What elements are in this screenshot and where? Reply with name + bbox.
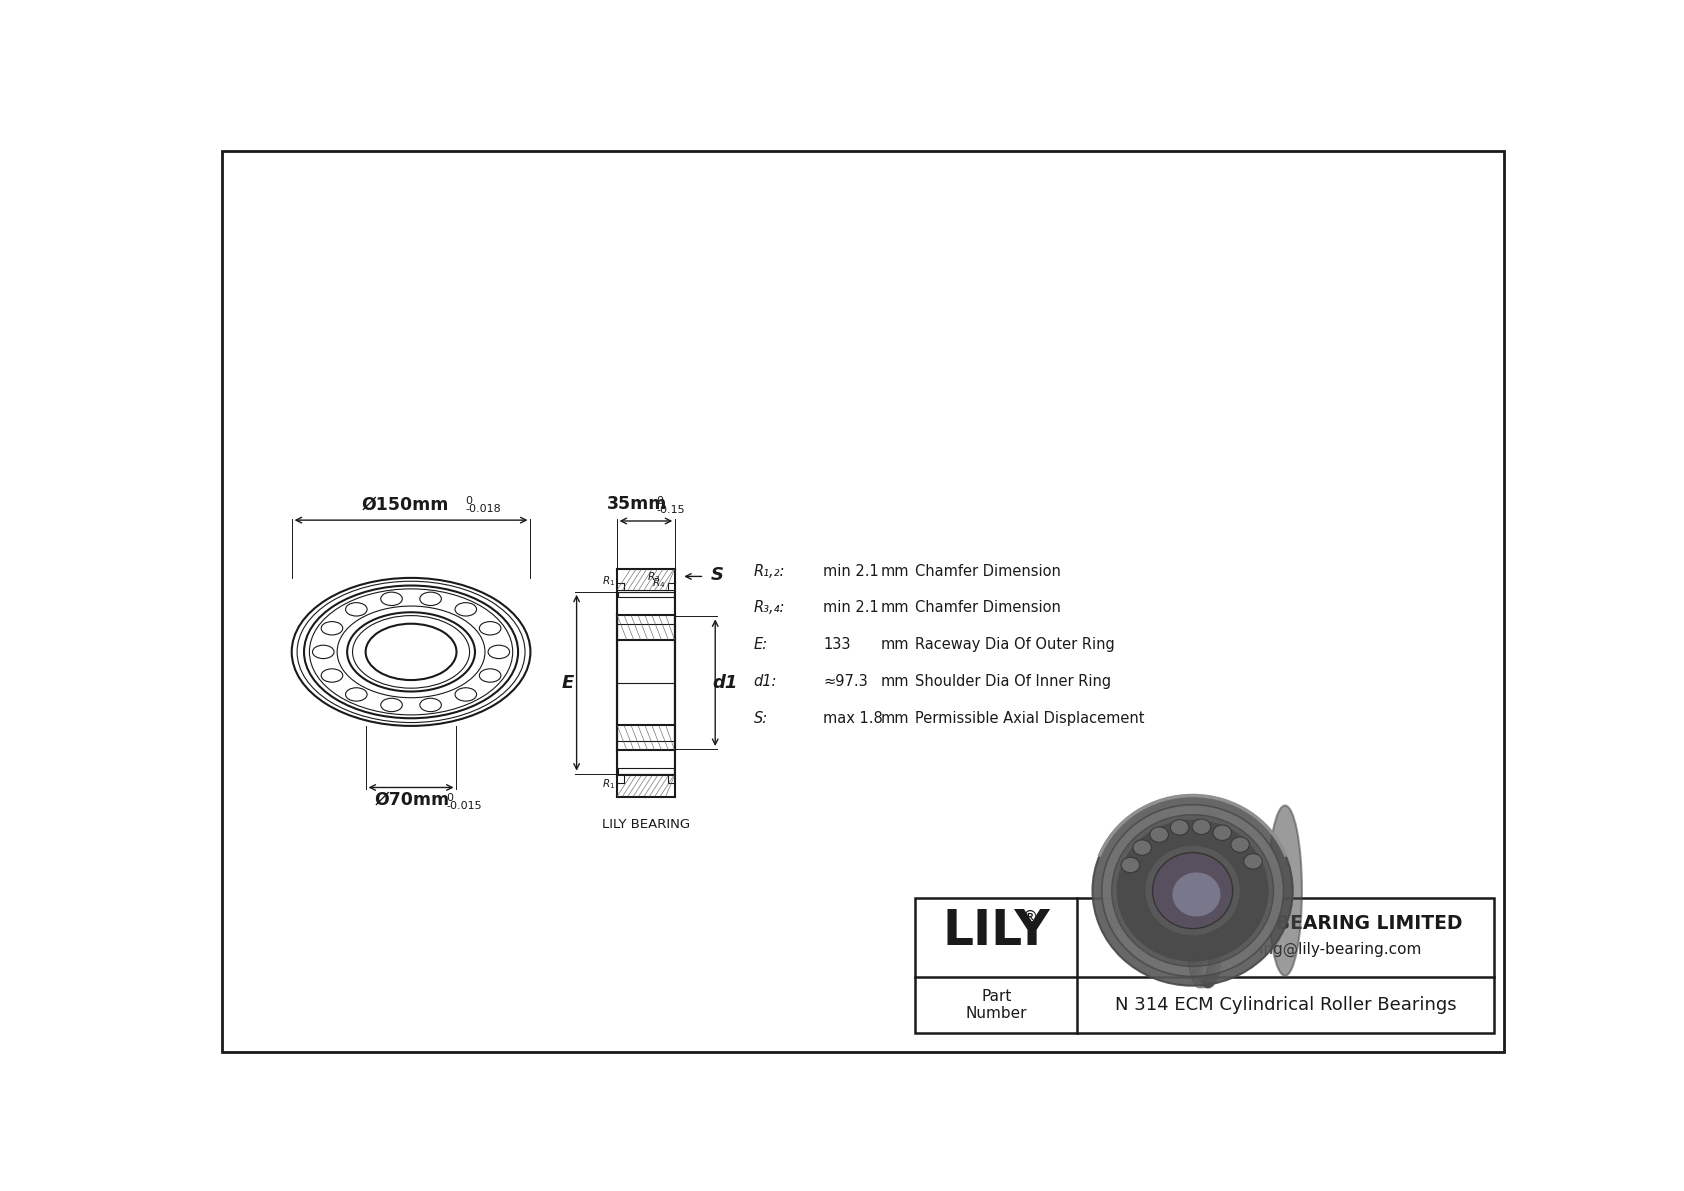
Text: 0: 0 [657, 497, 663, 506]
Text: mm: mm [881, 563, 909, 579]
Text: min 2.1: min 2.1 [823, 563, 879, 579]
Text: d1:: d1: [754, 674, 776, 690]
Text: $R_1$: $R_1$ [601, 574, 615, 588]
Text: Ø150mm: Ø150mm [360, 495, 448, 513]
Text: min 2.1: min 2.1 [823, 600, 879, 616]
Text: d1: d1 [712, 674, 738, 692]
Text: $R_3$: $R_3$ [647, 570, 660, 584]
Text: -0.15: -0.15 [657, 505, 685, 515]
Text: S: S [711, 566, 724, 584]
Text: 0: 0 [446, 793, 453, 803]
Bar [618, 592, 674, 597]
Ellipse shape [1192, 819, 1211, 835]
Ellipse shape [1212, 825, 1231, 841]
Text: mm: mm [881, 674, 909, 690]
Ellipse shape [1133, 840, 1152, 855]
Text: Email: lilybearing@lily-bearing.com: Email: lilybearing@lily-bearing.com [1150, 942, 1421, 958]
Text: $R_1$: $R_1$ [601, 778, 615, 791]
Ellipse shape [1122, 858, 1140, 873]
Ellipse shape [1145, 846, 1241, 936]
Ellipse shape [1186, 809, 1229, 989]
Text: max 1.8: max 1.8 [823, 711, 882, 727]
Text: -0.018: -0.018 [465, 504, 500, 515]
Text: Chamfer Dimension: Chamfer Dimension [916, 600, 1061, 616]
Text: N 314 ECM Cylindrical Roller Bearings: N 314 ECM Cylindrical Roller Bearings [1115, 996, 1457, 1014]
Text: R₁,₂:: R₁,₂: [754, 563, 785, 579]
Ellipse shape [1150, 827, 1169, 842]
Ellipse shape [1244, 854, 1263, 869]
Ellipse shape [1093, 796, 1293, 986]
Bar [618, 592, 674, 773]
Ellipse shape [1111, 815, 1273, 966]
Ellipse shape [1231, 837, 1250, 853]
Text: ®: ® [1022, 909, 1039, 927]
Text: mm: mm [881, 637, 909, 653]
Text: mm: mm [881, 600, 909, 616]
Text: mm: mm [881, 711, 909, 727]
Text: 0: 0 [465, 495, 472, 505]
Text: -0.015: -0.015 [446, 802, 482, 811]
Ellipse shape [1152, 853, 1233, 929]
Text: Ø70mm: Ø70mm [376, 791, 450, 809]
Text: E:: E: [754, 637, 768, 653]
Text: LILY BEARING: LILY BEARING [601, 818, 690, 831]
Text: SHANGHAI LILY BEARING LIMITED: SHANGHAI LILY BEARING LIMITED [1110, 915, 1462, 934]
Ellipse shape [1101, 805, 1283, 977]
Text: Chamfer Dimension: Chamfer Dimension [916, 563, 1061, 579]
Text: Part
Number: Part Number [965, 989, 1027, 1021]
Text: R₃,₄:: R₃,₄: [754, 600, 785, 616]
Ellipse shape [1268, 805, 1302, 975]
Bar [618, 768, 674, 773]
Text: Permissible Axial Displacement: Permissible Axial Displacement [916, 711, 1145, 727]
Bar [916, 898, 1494, 1033]
Text: Shoulder Dia Of Inner Ring: Shoulder Dia Of Inner Ring [916, 674, 1111, 690]
Text: ≈97.3: ≈97.3 [823, 674, 867, 690]
Text: $R_4$: $R_4$ [652, 575, 665, 590]
Ellipse shape [1116, 821, 1268, 961]
Text: 35mm: 35mm [606, 495, 667, 513]
Text: S:: S: [754, 711, 768, 727]
Text: Raceway Dia Of Outer Ring: Raceway Dia Of Outer Ring [916, 637, 1115, 653]
Text: E: E [561, 674, 574, 692]
Ellipse shape [1172, 873, 1221, 916]
Ellipse shape [1170, 819, 1189, 835]
Text: 133: 133 [823, 637, 850, 653]
Text: LILY: LILY [943, 908, 1051, 955]
